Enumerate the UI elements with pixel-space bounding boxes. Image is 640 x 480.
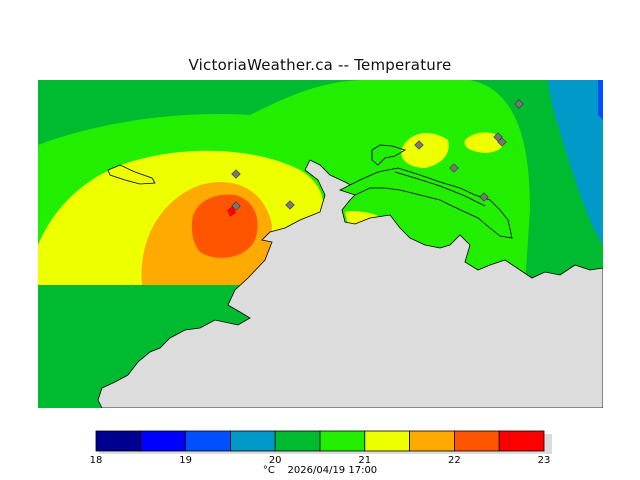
inlet-line [394,171,486,207]
scale-cell [229,430,276,452]
scale-tick-label: 22 [448,455,461,466]
station-marker [479,192,489,202]
scale-cell [409,430,455,452]
contour-band-22 [191,194,258,258]
station-marker [449,163,459,173]
island-main [338,167,513,239]
scale-cell [185,430,231,452]
unit-label: °C [262,465,275,476]
map-title: VictoriaWeather.ca -- Temperature [188,56,452,74]
contour-band-19 [598,80,603,120]
scale-tick-label: 20 [268,455,282,466]
island-north [371,144,406,166]
timestamp-label: 2026/04/19 17:00 [287,465,378,476]
station-markers [231,99,524,211]
land-mass [97,159,603,408]
station-marker [231,169,241,179]
scale-tick-label: 23 [537,455,551,466]
scale-cell [364,430,410,452]
contour-band-19-5 [548,80,603,245]
contour-band-21-east1 [401,133,449,168]
scale-cell [319,430,366,452]
contour-band-22-5 [227,206,236,217]
station-marker [493,132,503,142]
scale-cell [274,430,321,452]
station-marker [285,200,295,210]
station-marker [514,99,524,109]
scale-cell [498,430,545,452]
scale-tick-label: 19 [179,455,192,466]
scale-tick-label: 21 [358,455,372,466]
island-west [107,164,156,185]
scale-cell [453,430,500,452]
scale-cell [95,430,142,452]
station-marker [497,137,507,147]
station-marker [414,140,424,150]
map-footer: °C 2026/04/19 17:00 [0,465,640,476]
scale-cell [140,430,187,452]
station-marker [231,201,241,211]
scale-tick-label: 18 [89,455,103,466]
